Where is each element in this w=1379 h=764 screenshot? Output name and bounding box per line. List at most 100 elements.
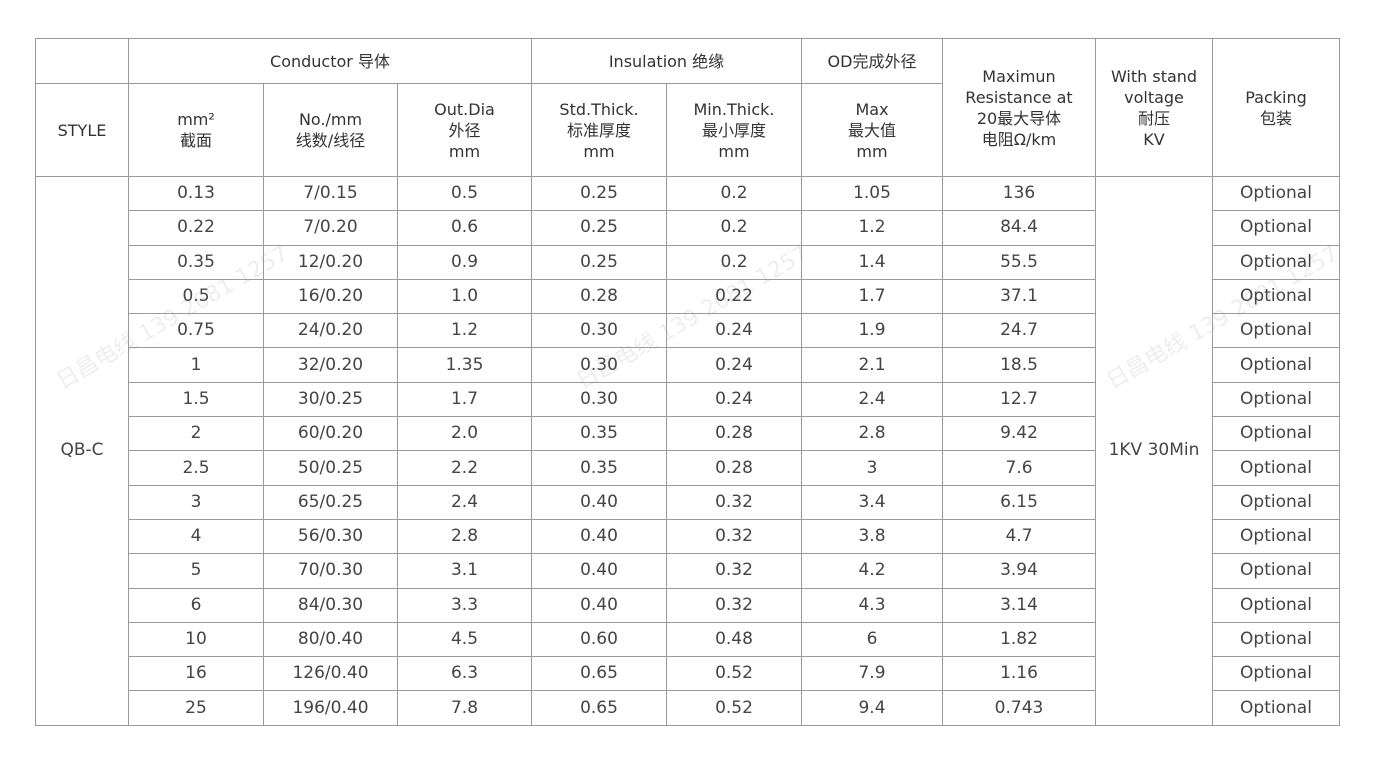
area-cell: 0.35 [128, 244, 264, 280]
std-thick-cell: 0.35 [531, 450, 667, 486]
header-line: mm [448, 141, 481, 161]
max-od-cell: 1.9 [801, 313, 943, 349]
min-thick-cell: 0.24 [666, 381, 802, 418]
min-thick-cell: 0.32 [666, 553, 802, 589]
area-cell: 4 [128, 518, 264, 555]
std-thick-cell: 0.30 [531, 313, 667, 349]
resistance-cell: 7.6 [942, 450, 1096, 486]
packing-cell: Optional [1212, 587, 1340, 623]
area-cell: 0.13 [128, 175, 264, 212]
header-conductor: Conductor 导体 [128, 38, 532, 84]
header-max-od: Max 最大值 mm [801, 83, 943, 177]
resistance-cell: 136 [942, 175, 1096, 212]
header-line: No./mm [298, 110, 363, 129]
min-thick-cell: 0.28 [666, 450, 802, 486]
packing-cell: Optional [1212, 347, 1340, 383]
max-od-cell: 4.2 [801, 553, 943, 589]
table-row: 5 70/0.30 3.1 0.40 0.32 4.2 3.94 Optional [36, 553, 1340, 589]
area-cell: 0.22 [128, 210, 264, 246]
resistance-cell: 12.7 [942, 381, 1096, 418]
table-row: 16 126/0.40 6.3 0.65 0.52 7.9 1.16 Optional [36, 656, 1340, 692]
strands-cell: 7/0.20 [263, 210, 398, 246]
table-row: 3 65/0.25 2.4 0.40 0.32 3.4 6.15 Optional [36, 484, 1340, 520]
area-cell: 10 [128, 621, 264, 658]
resistance-cell: 6.15 [942, 484, 1096, 520]
max-od-cell: 1.2 [801, 210, 943, 246]
out-dia-cell: 1.35 [397, 347, 532, 383]
resistance-cell: 18.5 [942, 347, 1096, 383]
min-thick-cell: 0.32 [666, 518, 802, 555]
resistance-cell: 1.16 [942, 656, 1096, 692]
packing-cell: Optional [1212, 656, 1340, 692]
strands-cell: 32/0.20 [263, 347, 398, 383]
header-line: With stand [1110, 66, 1198, 86]
strands-cell: 24/0.20 [263, 313, 398, 349]
table-row: 0.35 12/0.20 0.9 0.25 0.2 1.4 55.5 Optional [36, 244, 1340, 280]
min-thick-cell: 0.24 [666, 347, 802, 383]
resistance-cell: 37.1 [942, 278, 1096, 315]
header-line: Maximun [982, 66, 1056, 86]
max-od-cell: 2.4 [801, 381, 943, 418]
strands-cell: 7/0.15 [263, 175, 398, 212]
max-od-cell: 1.05 [801, 175, 943, 212]
out-dia-cell: 0.5 [397, 175, 532, 212]
std-thick-cell: 0.25 [531, 210, 667, 246]
table-row: 25 196/0.40 7.8 0.65 0.52 9.4 0.743 Optional [36, 690, 1340, 726]
min-thick-cell: 0.32 [666, 587, 802, 623]
out-dia-cell: 0.9 [397, 244, 532, 280]
min-thick-cell: 0.52 [666, 690, 802, 726]
out-dia-cell: 4.5 [397, 621, 532, 658]
min-thick-cell: 0.2 [666, 210, 802, 246]
header-line: 电阻Ω/km [981, 129, 1057, 149]
strands-cell: 56/0.30 [263, 518, 398, 555]
table-row: 10 80/0.40 4.5 0.60 0.48 6 1.82 Optional [36, 621, 1340, 658]
area-cell: 1.5 [128, 381, 264, 418]
header-packing: Packing 包装 [1212, 38, 1340, 177]
packing-cell: Optional [1212, 278, 1340, 315]
area-cell: 5 [128, 553, 264, 589]
header-insulation: Insulation 绝缘 [531, 38, 802, 84]
min-thick-cell: 0.22 [666, 278, 802, 315]
out-dia-cell: 3.1 [397, 553, 532, 589]
table-row: 2.5 50/0.25 2.2 0.35 0.28 3 7.6 Optional [36, 450, 1340, 486]
strands-cell: 50/0.25 [263, 450, 398, 486]
header-line: 20最大导体 [976, 108, 1062, 128]
header-line: mm [583, 141, 615, 161]
voltage-cell: 1KV 30Min [1095, 176, 1213, 726]
max-od-cell: 4.3 [801, 587, 943, 623]
packing-cell: Optional [1212, 416, 1340, 452]
std-thick-cell: 0.40 [531, 587, 667, 623]
resistance-cell: 9.42 [942, 416, 1096, 452]
out-dia-cell: 2.8 [397, 518, 532, 555]
packing-cell: Optional [1212, 244, 1340, 280]
strands-cell: 80/0.40 [263, 621, 398, 658]
header-line: 截面 [179, 131, 212, 150]
strands-cell: 30/0.25 [263, 381, 398, 418]
header-line: 外径 [448, 120, 481, 140]
header-line: mm [718, 141, 750, 161]
strands-cell: 16/0.20 [263, 278, 398, 315]
table-row: QB-C 0.13 7/0.15 0.5 0.25 0.2 1.05 136 1KV 30Min… [35, 175, 1340, 726]
table-row: 0.75 24/0.20 1.2 0.30 0.24 1.9 24.7 Optional [36, 313, 1340, 349]
area-cell: 2.5 [128, 450, 264, 486]
header-blank [35, 38, 129, 84]
strands-cell: 65/0.25 [263, 484, 398, 520]
min-thick-cell: 0.2 [666, 175, 802, 212]
std-thick-cell: 0.40 [531, 518, 667, 555]
resistance-cell: 3.14 [942, 587, 1096, 623]
std-thick-cell: 0.65 [531, 690, 667, 726]
min-thick-cell: 0.52 [666, 656, 802, 692]
header-line: Max [855, 99, 889, 119]
out-dia-cell: 1.7 [397, 381, 532, 418]
header-style: STYLE [35, 83, 129, 177]
packing-cell: Optional [1212, 381, 1340, 418]
strands-cell: 196/0.40 [263, 690, 398, 726]
out-dia-cell: 1.0 [397, 278, 532, 315]
header-line: mm² [177, 110, 215, 129]
max-od-cell: 2.8 [801, 416, 943, 452]
packing-cell: Optional [1212, 450, 1340, 486]
table-row: 4 56/0.30 2.8 0.40 0.32 3.8 4.7 Optional [36, 518, 1340, 555]
packing-cell: Optional [1212, 621, 1340, 658]
packing-cell: Optional [1212, 484, 1340, 520]
header-line: 最大值 [847, 120, 896, 140]
